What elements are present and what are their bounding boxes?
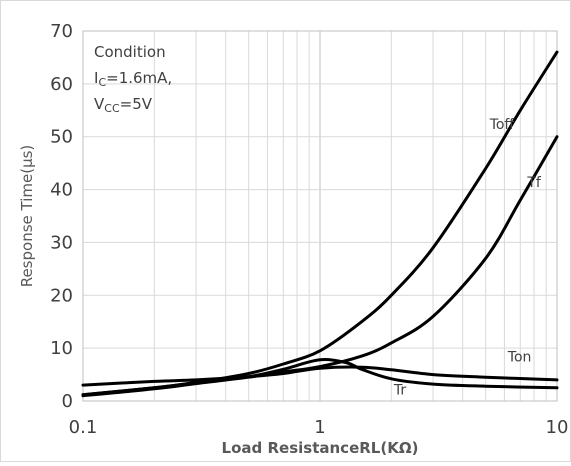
series-lines <box>81 50 559 398</box>
y-tick-label: 0 <box>62 391 73 412</box>
condition-title: Condition <box>94 43 166 61</box>
x-tick-label: 10 <box>546 417 569 438</box>
x-tick-label: 1 <box>314 417 325 438</box>
axes <box>82 30 558 402</box>
y-tick-label: 50 <box>50 127 73 148</box>
series-label-ton: Ton <box>507 349 532 365</box>
y-tick-label: 40 <box>50 180 73 201</box>
y-tick-label: 30 <box>50 232 73 253</box>
condition-line: IC=1.6mA, <box>94 69 172 89</box>
plot-area-border <box>82 30 558 402</box>
y-tick-label: 60 <box>50 74 73 95</box>
condition-line: VCC=5V <box>94 95 153 115</box>
x-tick-label: 0.1 <box>69 417 98 438</box>
series-label-tr: Tr <box>393 383 406 399</box>
grid-lines <box>82 30 558 402</box>
y-tick-label: 10 <box>50 338 73 359</box>
y-tick-label: 70 <box>50 21 73 42</box>
series-line-tr <box>81 358 559 397</box>
y-tick-label: 20 <box>50 285 73 306</box>
chart-text: 0 10 20 30 40 50 60 70 0.1 1 10 Load ResistanceRL(K… <box>18 21 568 457</box>
x-axis-title: Load ResistanceRL(KΩ) <box>222 439 419 457</box>
series-label-tf: Tf <box>526 175 542 191</box>
series-line-ton <box>81 365 559 387</box>
y-axis-title: Response Time(μs) <box>18 145 36 288</box>
series-label-toff: Toff <box>489 117 515 133</box>
